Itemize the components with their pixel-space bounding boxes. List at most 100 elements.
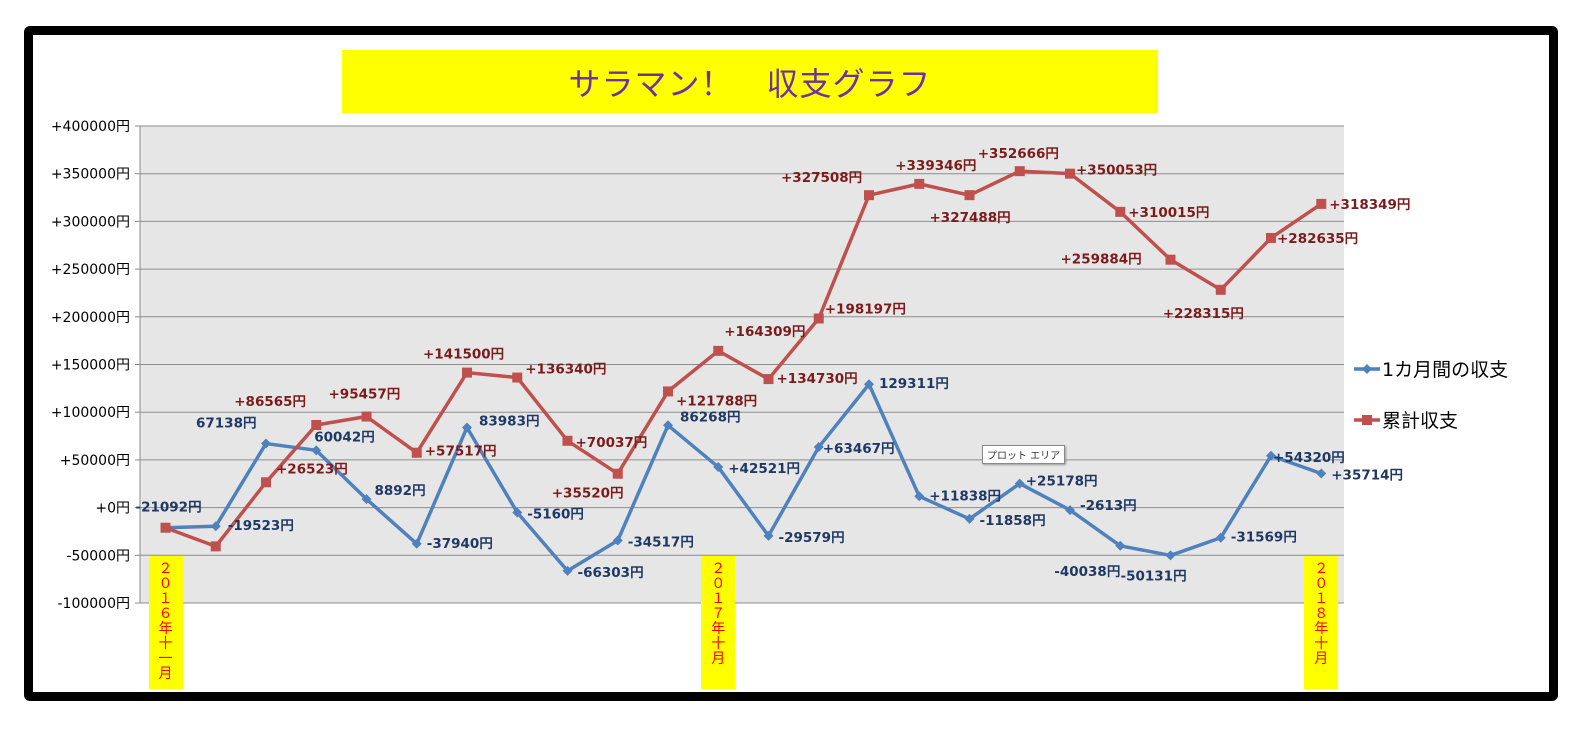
data-point-cumulative <box>612 468 623 479</box>
data-label-monthly: +11838円 <box>929 488 1001 504</box>
data-point-monthly <box>914 491 925 502</box>
data-label-monthly: -40038円 <box>1054 564 1120 580</box>
date-marker-char: 年 <box>1314 621 1329 637</box>
data-point-cumulative <box>411 447 422 458</box>
data-label-cumulative: +352666円 <box>978 146 1059 162</box>
data-label-monthly: -19523円 <box>228 518 294 534</box>
y-tick-label: +300000円 <box>51 214 130 230</box>
data-label-monthly: +63467円 <box>823 441 895 457</box>
y-tick-label: +100000円 <box>51 405 130 421</box>
data-label-cumulative: +121788円 <box>676 393 757 409</box>
data-point-monthly <box>1065 505 1075 516</box>
date-marker-char: ０ <box>711 576 726 592</box>
data-label-monthly: -11858円 <box>980 513 1046 529</box>
data-point-cumulative <box>914 178 925 189</box>
data-point-monthly <box>261 438 271 449</box>
data-label-monthly: +25178円 <box>1026 474 1098 490</box>
y-tick-label: +400000円 <box>51 119 130 135</box>
data-label-cumulative: +339346円 <box>895 158 976 174</box>
data-point-monthly <box>411 538 422 549</box>
data-label-monthly: -2613円 <box>1080 498 1137 514</box>
data-point-monthly <box>1266 450 1276 461</box>
data-label-monthly: +42521円 <box>728 461 800 477</box>
data-label-cumulative: +141500円 <box>423 347 504 363</box>
data-point-monthly <box>1115 540 1126 551</box>
date-marker-char: ２ <box>1314 561 1329 577</box>
data-label-cumulative: +327488円 <box>930 210 1011 226</box>
date-marker-char: ２ <box>711 561 726 577</box>
date-marker-char: １ <box>711 591 726 607</box>
data-label-monthly: +35714円 <box>1331 468 1403 484</box>
y-tick-label: +250000円 <box>51 262 130 278</box>
data-point-cumulative <box>864 190 874 201</box>
data-point-cumulative <box>261 477 271 488</box>
data-label-cumulative: +228315円 <box>1163 306 1244 322</box>
date-marker-char: 十 <box>1314 636 1329 652</box>
data-label-monthly: 60042円 <box>314 429 374 445</box>
data-point-cumulative <box>813 313 824 324</box>
data-point-cumulative <box>210 541 221 552</box>
y-tick-label: +150000円 <box>51 358 130 374</box>
date-marker-char: ０ <box>1314 576 1329 592</box>
data-point-monthly <box>311 445 322 456</box>
data-point-monthly <box>763 530 774 541</box>
data-point-cumulative <box>1316 198 1327 209</box>
data-point-cumulative <box>964 190 975 201</box>
data-point-monthly <box>562 565 573 576</box>
data-label-cumulative: +134730円 <box>777 371 858 387</box>
date-marker-char: 十 <box>711 636 726 652</box>
data-label-cumulative: +70037円 <box>576 435 648 451</box>
y-tick-label: -50000円 <box>66 548 130 564</box>
data-label-cumulative: +310015円 <box>1128 205 1209 221</box>
legend-marker <box>1362 415 1372 425</box>
date-marker-char: ２ <box>158 561 173 577</box>
data-point-monthly <box>813 442 824 453</box>
date-marker-char: 月 <box>158 666 173 682</box>
date-marker-char: 十 <box>158 636 173 652</box>
data-label-monthly: 86268円 <box>680 409 740 425</box>
data-label-monthly: -50131円 <box>1121 568 1187 584</box>
y-tick-label: +0円 <box>95 501 130 517</box>
date-marker-char: ０ <box>158 576 173 592</box>
data-point-cumulative <box>1115 206 1126 217</box>
data-label-cumulative: +95457円 <box>329 387 401 403</box>
legend-label[interactable]: 累計収支 <box>1382 410 1458 432</box>
data-label-monthly: -31569円 <box>1231 530 1297 546</box>
data-label-monthly: -34517円 <box>628 535 694 551</box>
date-marker-char: １ <box>1314 591 1329 607</box>
data-label-monthly: -5160円 <box>527 507 584 523</box>
date-marker-char: １ <box>158 591 173 607</box>
data-label-cumulative: +318349円 <box>1329 197 1410 213</box>
data-point-cumulative <box>462 367 472 378</box>
data-label-monthly: +54320円 <box>1273 450 1345 466</box>
legend-label[interactable]: 1カ月間の収支 <box>1382 359 1508 381</box>
data-point-cumulative <box>1165 254 1176 265</box>
data-point-monthly <box>361 494 372 505</box>
data-point-cumulative <box>1014 166 1025 177</box>
date-marker-char: 年 <box>711 621 726 637</box>
data-label-monthly: 67138円 <box>196 416 256 432</box>
data-point-cumulative <box>361 411 372 422</box>
data-point-cumulative <box>1266 232 1276 243</box>
data-point-cumulative <box>763 374 774 385</box>
y-tick-label: -100000円 <box>58 596 131 612</box>
series-line-monthly <box>165 382 1322 573</box>
chart-title: サラマン！ 収支グラフ <box>342 50 1158 113</box>
data-point-cumulative <box>160 522 171 533</box>
data-label-cumulative: +282635円 <box>1277 231 1358 247</box>
data-point-monthly <box>1316 468 1327 479</box>
data-point-monthly <box>612 535 623 546</box>
data-label-monthly: -37940円 <box>427 536 493 552</box>
data-label-cumulative: +198197円 <box>825 302 906 318</box>
legend-marker <box>1362 364 1372 374</box>
data-label-cumulative: +35520円 <box>552 486 624 502</box>
data-label-cumulative: +136340円 <box>525 362 606 378</box>
data-point-monthly <box>864 379 874 390</box>
data-label-monthly: -66303円 <box>578 565 644 581</box>
series-line-cumulative <box>164 169 1323 549</box>
date-marker-char: ６ <box>158 606 173 622</box>
date-marker-char: 月 <box>1314 651 1329 667</box>
